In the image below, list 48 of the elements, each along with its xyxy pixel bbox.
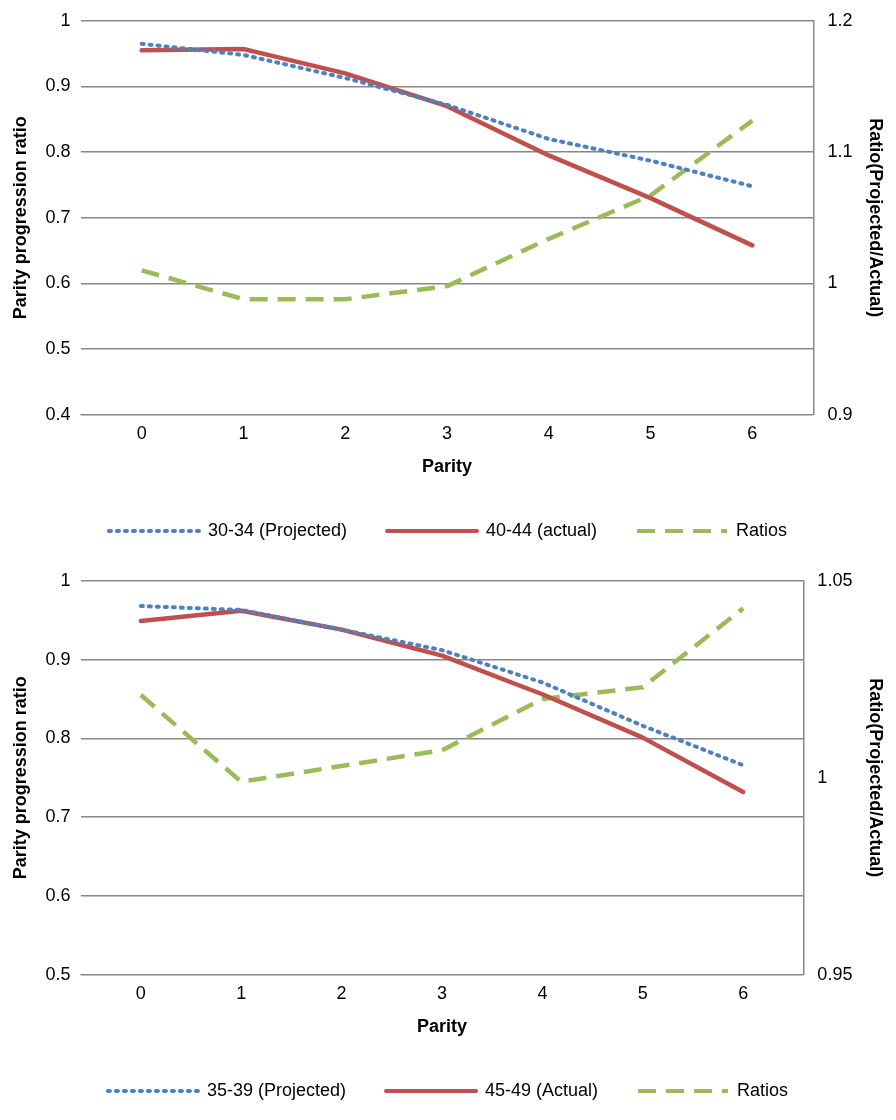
x-tick-label: 0 bbox=[135, 982, 146, 1003]
y-tick-label: 0.5 bbox=[45, 338, 71, 359]
y-tick-label: 0.9 bbox=[45, 648, 71, 669]
legend-label: Ratios bbox=[736, 519, 788, 540]
y-tick-label: 0.9 bbox=[45, 75, 71, 96]
legend-label: 40-44 (actual) bbox=[486, 519, 598, 540]
y-axis-title: Parity progression ratio bbox=[9, 676, 30, 880]
x-tick-label: 1 bbox=[238, 422, 249, 443]
y-tick-label: 0.7 bbox=[45, 206, 71, 227]
y-tick-label: 0.5 bbox=[45, 963, 71, 984]
line-series bbox=[139, 41, 755, 189]
y2-axis-title: Ratio(Projected/Actual) bbox=[866, 678, 887, 878]
y2-tick-label: 1.1 bbox=[827, 141, 853, 162]
x-tick-label: 3 bbox=[441, 422, 453, 443]
y2-tick-label: 1.05 bbox=[817, 569, 853, 590]
y2-tick-label: 1 bbox=[827, 272, 838, 293]
x-tick-label: 5 bbox=[637, 982, 648, 1003]
y-axis-title: Parity progression ratio bbox=[9, 116, 30, 320]
legend-label: 35-39 (Projected) bbox=[206, 1079, 347, 1100]
y-tick-label: 0.6 bbox=[45, 272, 71, 293]
y2-tick-label: 0.9 bbox=[827, 403, 853, 424]
x-axis-title: Parity bbox=[421, 456, 473, 477]
x-tick-label: 0 bbox=[136, 422, 147, 443]
x-axis-title: Parity bbox=[416, 1016, 468, 1037]
x-tick-label: 6 bbox=[747, 422, 758, 443]
y-tick-label: 0.8 bbox=[45, 141, 71, 162]
x-tick-label: 1 bbox=[236, 982, 247, 1003]
y-tick-label: 1 bbox=[60, 569, 71, 590]
legend-label: 30-34 (Projected) bbox=[207, 519, 347, 540]
legend-label: Ratios bbox=[737, 1079, 789, 1100]
x-tick-label: 6 bbox=[738, 982, 749, 1003]
line-series bbox=[139, 118, 755, 302]
y2-tick-label: 1.2 bbox=[827, 9, 853, 30]
x-tick-label: 3 bbox=[436, 982, 447, 1003]
x-tick-label: 4 bbox=[537, 982, 548, 1003]
y2-axis-title: Ratio(Projected/Actual) bbox=[866, 118, 887, 318]
y-tick-label: 0.7 bbox=[45, 806, 71, 827]
y-tick-label: 0.4 bbox=[45, 403, 71, 424]
legend-label: 45-49 (Actual) bbox=[485, 1079, 599, 1100]
x-tick-label: 4 bbox=[543, 422, 554, 443]
y-tick-label: 0.6 bbox=[45, 884, 71, 905]
y2-tick-label: 0.95 bbox=[817, 963, 853, 984]
y-tick-label: 0.8 bbox=[45, 727, 71, 748]
y2-tick-label: 1 bbox=[817, 766, 828, 787]
x-tick-label: 2 bbox=[336, 982, 347, 1003]
y-tick-label: 1 bbox=[60, 9, 71, 30]
x-tick-label: 5 bbox=[645, 422, 656, 443]
x-tick-label: 2 bbox=[340, 422, 351, 443]
